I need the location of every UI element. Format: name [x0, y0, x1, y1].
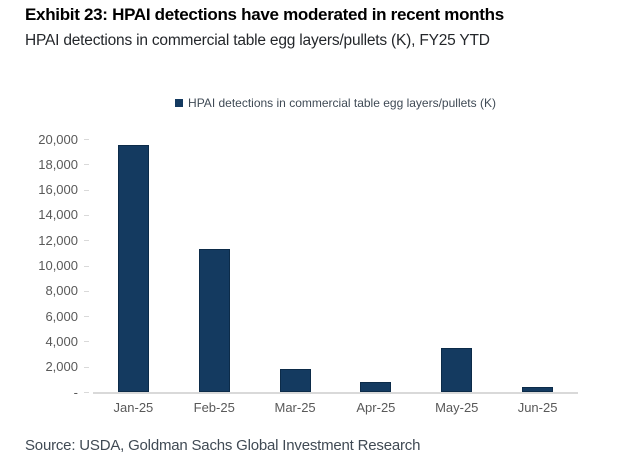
x-axis-label-may-25: May-25 — [435, 400, 479, 415]
x-axis-label-jun-25: Jun-25 — [517, 400, 558, 415]
y-axis-tick-label: 6,000 — [45, 308, 78, 324]
legend-marker-icon — [175, 99, 184, 107]
bar-jan-25 — [117, 145, 149, 392]
x-axis-label-apr-25: Apr-25 — [356, 400, 396, 415]
y-axis-tick-mark — [84, 164, 89, 166]
y-axis-tick-label: 4,000 — [45, 333, 78, 349]
y-axis-tick-label: 10,000 — [38, 258, 78, 273]
y-axis-tick-label: 16,000 — [38, 182, 78, 198]
y-axis-tick-label: 8,000 — [45, 283, 78, 299]
y-axis-tick-mark — [84, 189, 89, 191]
y-axis-tick-label: 14,000 — [38, 207, 78, 223]
y-axis-tick-label: 18,000 — [38, 156, 78, 172]
x-axis-label-feb-25: Feb-25 — [193, 400, 235, 415]
y-axis-tick-mark — [84, 366, 89, 368]
x-axis-label-jan-25: Jan-25 — [113, 400, 154, 415]
y-axis-tick-label: 12,000 — [38, 232, 78, 248]
bar-jun-25 — [522, 386, 554, 392]
y-axis-tick-mark — [84, 341, 89, 343]
exhibit-subtitle: HPAI detections in commercial table egg … — [25, 32, 490, 49]
y-axis-tick-mark — [84, 265, 89, 267]
bar-may-25 — [441, 347, 473, 392]
x-axis-label-mar-25: Mar-25 — [274, 400, 316, 415]
bar-apr-25 — [360, 381, 392, 392]
source-note: Source: USDA, Goldman Sachs Global Inves… — [25, 437, 421, 454]
x-axis-line — [93, 392, 578, 394]
y-axis-tick-mark — [84, 214, 89, 216]
chart-legend: HPAI detections in commercial table egg … — [93, 96, 578, 110]
y-axis-tick-mark — [84, 392, 89, 393]
exhibit-title: Exhibit 23: HPAI detections have moderat… — [25, 5, 504, 24]
y-axis-tick-label: 20,000 — [38, 131, 78, 147]
y-axis-tick-mark — [84, 139, 89, 140]
bar-feb-25 — [198, 249, 230, 392]
bar-mar-25 — [279, 369, 311, 392]
y-axis-tick-mark — [84, 290, 89, 292]
legend-label: HPAI detections in commercial table egg … — [188, 96, 496, 110]
y-axis-tick-mark — [84, 240, 89, 242]
y-axis-tick-label: - — [73, 384, 78, 400]
y-axis-tick-mark — [84, 316, 89, 318]
y-axis-tick-label: 2,000 — [45, 359, 78, 375]
